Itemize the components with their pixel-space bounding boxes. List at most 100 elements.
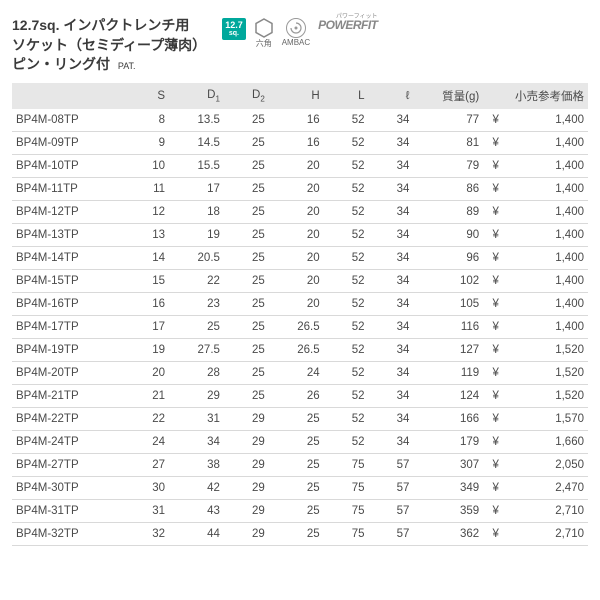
title-block: 12.7sq. インパクトレンチ用 ソケット（セミディープ薄肉） ピン・リング付… (12, 16, 206, 75)
table-row: BP4M-16TP162325205234105¥1,400 (12, 292, 588, 315)
cell-h: 20 (269, 223, 324, 246)
cell-h: 24 (269, 361, 324, 384)
cell-mass: 96 (413, 246, 483, 269)
cell-price: 1,400 (508, 269, 588, 292)
cell-code: BP4M-10TP (12, 154, 124, 177)
cell-mass: 124 (413, 384, 483, 407)
cell-price: 1,400 (508, 131, 588, 154)
cell-l: 52 (324, 384, 369, 407)
cell-code: BP4M-22TP (12, 407, 124, 430)
cell-s: 32 (124, 522, 169, 545)
cell-ell: 34 (369, 200, 414, 223)
cell-ell: 57 (369, 522, 414, 545)
cell-code: BP4M-17TP (12, 315, 124, 338)
powerfit-text: POWERFIT (318, 18, 377, 32)
cell-yen: ¥ (483, 522, 508, 545)
cell-code: BP4M-08TP (12, 109, 124, 132)
cell-ell: 57 (369, 499, 414, 522)
cell-mass: 166 (413, 407, 483, 430)
table-row: BP4M-12TP12182520523489¥1,400 (12, 200, 588, 223)
cell-ell: 34 (369, 384, 414, 407)
cell-l: 52 (324, 131, 369, 154)
cell-yen: ¥ (483, 292, 508, 315)
cell-ell: 34 (369, 315, 414, 338)
cell-mass: 127 (413, 338, 483, 361)
cell-h: 20 (269, 154, 324, 177)
cell-yen: ¥ (483, 177, 508, 200)
cell-mass: 77 (413, 109, 483, 132)
cell-yen: ¥ (483, 154, 508, 177)
cell-yen: ¥ (483, 131, 508, 154)
cell-s: 15 (124, 269, 169, 292)
cell-d2: 29 (224, 522, 269, 545)
cell-mass: 362 (413, 522, 483, 545)
cell-mass: 119 (413, 361, 483, 384)
cell-ell: 34 (369, 292, 414, 315)
cell-ell: 57 (369, 453, 414, 476)
table-row: BP4M-09TP914.52516523481¥1,400 (12, 131, 588, 154)
cell-ell: 34 (369, 223, 414, 246)
cell-d1: 25 (169, 315, 224, 338)
cell-l: 75 (324, 476, 369, 499)
cell-d2: 25 (224, 246, 269, 269)
cell-ell: 34 (369, 361, 414, 384)
cell-l: 52 (324, 154, 369, 177)
cell-yen: ¥ (483, 453, 508, 476)
cell-yen: ¥ (483, 338, 508, 361)
cell-mass: 89 (413, 200, 483, 223)
cell-price: 1,400 (508, 177, 588, 200)
table-row: BP4M-14TP1420.52520523496¥1,400 (12, 246, 588, 269)
cell-d2: 25 (224, 269, 269, 292)
cell-d2: 25 (224, 384, 269, 407)
cell-d2: 25 (224, 200, 269, 223)
cell-s: 12 (124, 200, 169, 223)
cell-l: 52 (324, 292, 369, 315)
cell-s: 31 (124, 499, 169, 522)
table-row: BP4M-13TP13192520523490¥1,400 (12, 223, 588, 246)
cell-mass: 79 (413, 154, 483, 177)
cell-l: 52 (324, 177, 369, 200)
cell-h: 26.5 (269, 315, 324, 338)
cell-d2: 29 (224, 453, 269, 476)
cell-l: 52 (324, 269, 369, 292)
hex-icon (254, 18, 274, 38)
cell-s: 10 (124, 154, 169, 177)
cell-ell: 34 (369, 338, 414, 361)
cell-l: 52 (324, 338, 369, 361)
col-h: H (269, 83, 324, 109)
cell-price: 2,050 (508, 453, 588, 476)
cell-s: 8 (124, 109, 169, 132)
icon-row: 12.7 sq. 六角 AMBAC パワーフィット POWERFIT (222, 18, 377, 49)
cell-mass: 102 (413, 269, 483, 292)
cell-s: 20 (124, 361, 169, 384)
cell-d1: 20.5 (169, 246, 224, 269)
cell-ell: 34 (369, 154, 414, 177)
cell-h: 25 (269, 407, 324, 430)
cell-s: 14 (124, 246, 169, 269)
cell-d1: 34 (169, 430, 224, 453)
cell-yen: ¥ (483, 223, 508, 246)
cell-price: 1,570 (508, 407, 588, 430)
cell-mass: 179 (413, 430, 483, 453)
table-row: BP4M-32TP324429257557362¥2,710 (12, 522, 588, 545)
cell-mass: 81 (413, 131, 483, 154)
cell-ell: 57 (369, 476, 414, 499)
cell-price: 1,400 (508, 109, 588, 132)
cell-price: 1,520 (508, 338, 588, 361)
cell-price: 1,400 (508, 315, 588, 338)
cell-d2: 29 (224, 430, 269, 453)
cell-h: 25 (269, 476, 324, 499)
cell-d2: 25 (224, 223, 269, 246)
cell-code: BP4M-12TP (12, 200, 124, 223)
cell-l: 75 (324, 453, 369, 476)
cell-mass: 307 (413, 453, 483, 476)
table-row: BP4M-15TP152225205234102¥1,400 (12, 269, 588, 292)
table-row: BP4M-21TP212925265234124¥1,520 (12, 384, 588, 407)
cell-d1: 18 (169, 200, 224, 223)
cell-price: 1,520 (508, 361, 588, 384)
cell-d1: 28 (169, 361, 224, 384)
cell-d2: 29 (224, 499, 269, 522)
cell-yen: ¥ (483, 499, 508, 522)
cell-code: BP4M-19TP (12, 338, 124, 361)
cell-ell: 34 (369, 177, 414, 200)
